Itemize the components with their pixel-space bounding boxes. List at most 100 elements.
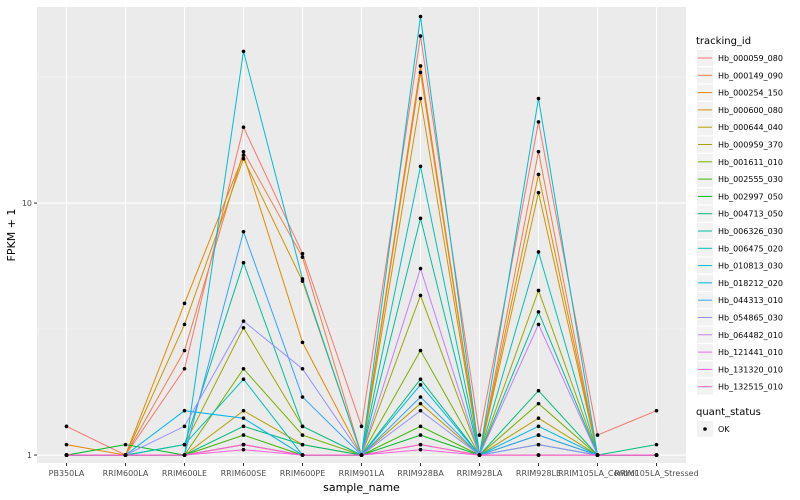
data-point	[536, 433, 541, 437]
data-point	[64, 453, 69, 457]
data-point	[418, 96, 423, 101]
data-point	[536, 424, 541, 429]
data-point	[536, 453, 541, 457]
data-point	[418, 395, 423, 399]
legend-label: Hb_000600_080	[718, 106, 783, 115]
legend-label: Hb_006326_030	[718, 227, 783, 236]
data-point	[654, 453, 659, 457]
data-point	[536, 442, 541, 447]
legend-label: Hb_121441_010	[718, 348, 783, 357]
legend-tracking-id: tracking_id Hb_000059_080 Hb_000149_090 Hb…	[696, 36, 783, 395]
data-point	[418, 164, 423, 169]
data-point	[182, 408, 187, 413]
legend-label: Hb_064482_010	[718, 331, 783, 340]
data-point	[300, 395, 305, 399]
legend-point-swatch	[703, 427, 707, 431]
y-tick-label: 1	[27, 451, 32, 460]
data-point	[241, 229, 246, 234]
data-point	[418, 70, 423, 75]
legend-label: Hb_004713_050	[718, 210, 783, 219]
data-point	[536, 120, 541, 124]
x-tick-label: RRIM105LA_Stressed	[614, 469, 698, 478]
legend-label: Hb_002997_050	[718, 192, 783, 201]
data-point	[241, 153, 246, 157]
data-point	[300, 255, 305, 259]
data-point	[595, 453, 600, 457]
data-point	[64, 424, 69, 429]
data-point	[418, 216, 423, 221]
data-point	[536, 190, 541, 195]
data-point	[477, 433, 482, 437]
data-point	[418, 433, 423, 437]
data-point	[300, 442, 305, 447]
data-point	[418, 348, 423, 353]
y-axis-title: FPKM + 1	[5, 209, 18, 262]
data-point	[241, 325, 246, 330]
data-point	[123, 442, 128, 447]
data-point	[418, 266, 423, 271]
data-point	[241, 49, 246, 54]
data-point	[300, 433, 305, 437]
data-point	[241, 260, 246, 265]
data-point	[359, 424, 364, 429]
data-point	[536, 416, 541, 421]
axes: 1 10 PB350LA RRIM600LA RRIM600LE RRIM600SE RRI…	[22, 199, 699, 478]
data-point	[300, 340, 305, 345]
x-axis-title: sample_name	[323, 481, 400, 494]
legend-quant-status: quant_status OK	[696, 407, 761, 437]
data-point	[418, 293, 423, 298]
data-point	[241, 442, 246, 447]
data-point	[418, 401, 423, 406]
legend-label: Hb_044313_010	[718, 296, 783, 305]
data-point	[536, 388, 541, 393]
data-points	[64, 14, 659, 457]
data-point	[300, 277, 305, 281]
data-point	[182, 424, 187, 429]
data-point	[418, 442, 423, 447]
legend-label: Hb_054865_030	[718, 314, 783, 323]
data-point	[64, 442, 69, 447]
data-point	[182, 322, 187, 327]
data-point	[241, 377, 246, 382]
data-point	[182, 348, 187, 353]
data-point	[536, 149, 541, 154]
x-tick-label: RRIM600LA	[103, 469, 149, 478]
x-tick-label: RRIM901LA	[339, 469, 385, 478]
data-point	[241, 424, 246, 429]
data-point	[536, 288, 541, 293]
data-point	[123, 453, 128, 457]
data-point	[300, 366, 305, 371]
legend-title-quant-status: quant_status	[696, 407, 761, 418]
x-tick-label: RRIM600LE	[162, 469, 207, 478]
data-point	[241, 433, 246, 437]
legend-label: Hb_000149_090	[718, 71, 783, 80]
data-point	[300, 251, 305, 256]
y-tick-label: 10	[22, 199, 32, 208]
legend-label: Hb_010813_030	[718, 262, 783, 271]
data-point	[536, 401, 541, 406]
x-tick-label: RRIM105LA_Control	[558, 469, 637, 478]
legend-label: Hb_000959_370	[718, 141, 783, 150]
data-point	[418, 383, 423, 387]
data-point	[418, 377, 423, 382]
grid-lines	[37, 7, 686, 463]
data-point	[241, 125, 246, 130]
legend-label: Hb_001611_010	[718, 158, 783, 167]
legend-label: Hb_131320_010	[718, 365, 783, 374]
data-point	[241, 447, 246, 452]
data-point	[418, 408, 423, 413]
data-point	[418, 34, 423, 38]
x-tick-label: RRIM928LE	[516, 469, 561, 478]
data-point	[477, 453, 482, 457]
data-point	[359, 453, 364, 457]
data-point	[300, 453, 305, 457]
data-point	[182, 442, 187, 447]
data-point	[418, 447, 423, 452]
data-point	[418, 64, 423, 68]
data-point	[418, 14, 423, 19]
legend-label: Hb_006475_020	[718, 244, 783, 253]
data-point	[595, 433, 600, 437]
x-tick-label: RRIM928LA	[457, 469, 503, 478]
